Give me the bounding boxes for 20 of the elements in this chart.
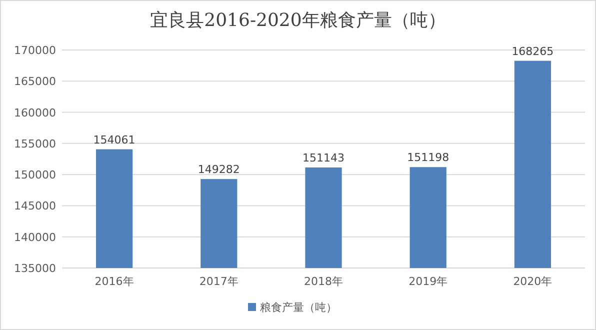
y-tick-label: 170000 [14, 44, 56, 57]
y-tick-label: 150000 [14, 168, 56, 182]
x-tick-label: 2019年 [408, 275, 448, 288]
data-label: 151198 [407, 151, 450, 164]
x-tick-label: 2017年 [199, 275, 238, 288]
y-tick-label: 145000 [14, 200, 56, 213]
data-label: 154061 [93, 133, 136, 146]
x-tick-label: 2020年 [513, 275, 552, 288]
y-tick-label: 140000 [14, 230, 56, 244]
x-tick-label: 2016年 [94, 275, 134, 288]
data-label: 149282 [198, 163, 240, 176]
y-tick-label: 160000 [14, 106, 56, 120]
y-tick-label: 155000 [14, 137, 56, 150]
x-tick-label: 2018年 [304, 275, 343, 288]
data-label: 151143 [302, 151, 344, 164]
y-tick-label: 165000 [14, 75, 56, 88]
y-tick-label: 135000 [14, 262, 56, 275]
legend-label: 粮食产量（吨） [260, 301, 337, 314]
data-label: 168265 [512, 44, 554, 58]
chart-title: 宜良县2016-2020年粮食产量（吨） [150, 10, 446, 31]
